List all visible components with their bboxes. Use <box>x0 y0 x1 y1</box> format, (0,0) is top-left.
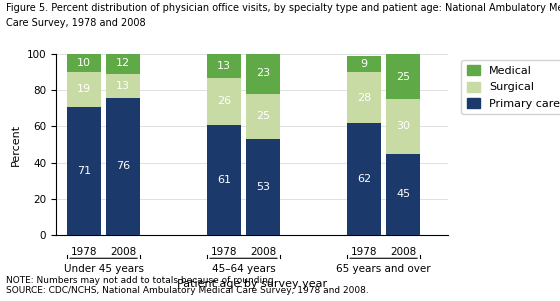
Text: 13: 13 <box>217 61 231 71</box>
Y-axis label: Percent: Percent <box>11 123 21 166</box>
Text: 25: 25 <box>396 72 410 82</box>
Text: 2008: 2008 <box>250 247 276 257</box>
Text: 12: 12 <box>116 58 130 68</box>
Text: NOTE: Numbers may not add to totals because of rounding.
SOURCE: CDC/NCHS, Natio: NOTE: Numbers may not add to totals beca… <box>6 276 368 295</box>
Text: Under 45 years: Under 45 years <box>64 264 143 274</box>
Text: 26: 26 <box>217 96 231 106</box>
Text: 23: 23 <box>256 68 270 78</box>
Text: Care Survey, 1978 and 2008: Care Survey, 1978 and 2008 <box>6 18 145 28</box>
Text: 28: 28 <box>357 92 371 103</box>
Text: 45: 45 <box>396 189 410 199</box>
Text: 9: 9 <box>361 59 367 69</box>
Bar <box>207 125 241 235</box>
Bar <box>347 72 381 123</box>
Text: Figure 5. Percent distribution of physician office visits, by specialty type and: Figure 5. Percent distribution of physic… <box>6 3 560 13</box>
Bar <box>106 52 140 74</box>
Text: 10: 10 <box>77 58 91 68</box>
Text: 2008: 2008 <box>390 247 416 257</box>
Text: 2008: 2008 <box>110 247 136 257</box>
Text: 53: 53 <box>256 182 270 192</box>
Text: Patient age by survey year: Patient age by survey year <box>177 279 327 289</box>
Text: 45–64 years: 45–64 years <box>212 264 276 274</box>
Text: 71: 71 <box>77 166 91 176</box>
Legend: Medical, Surgical, Primary care: Medical, Surgical, Primary care <box>461 60 560 114</box>
Text: 76: 76 <box>116 161 130 171</box>
Bar <box>347 56 381 72</box>
Bar <box>67 54 101 72</box>
Bar <box>386 154 420 235</box>
Bar <box>246 139 280 235</box>
Bar <box>67 107 101 235</box>
Bar <box>67 72 101 107</box>
Text: 65 years and over: 65 years and over <box>337 264 431 274</box>
Text: 13: 13 <box>116 81 130 91</box>
Text: 1978: 1978 <box>351 247 377 257</box>
Text: 62: 62 <box>357 174 371 184</box>
Bar <box>207 78 241 125</box>
Bar <box>246 94 280 139</box>
Bar <box>386 54 420 99</box>
Text: 1978: 1978 <box>211 247 237 257</box>
Bar <box>106 74 140 98</box>
Bar <box>386 99 420 154</box>
Bar <box>347 123 381 235</box>
Bar <box>246 52 280 94</box>
Text: 30: 30 <box>396 121 410 132</box>
Bar <box>207 54 241 78</box>
Text: 61: 61 <box>217 175 231 185</box>
Text: 19: 19 <box>77 84 91 95</box>
Text: 1978: 1978 <box>71 247 97 257</box>
Bar <box>106 98 140 235</box>
Text: 25: 25 <box>256 111 270 122</box>
